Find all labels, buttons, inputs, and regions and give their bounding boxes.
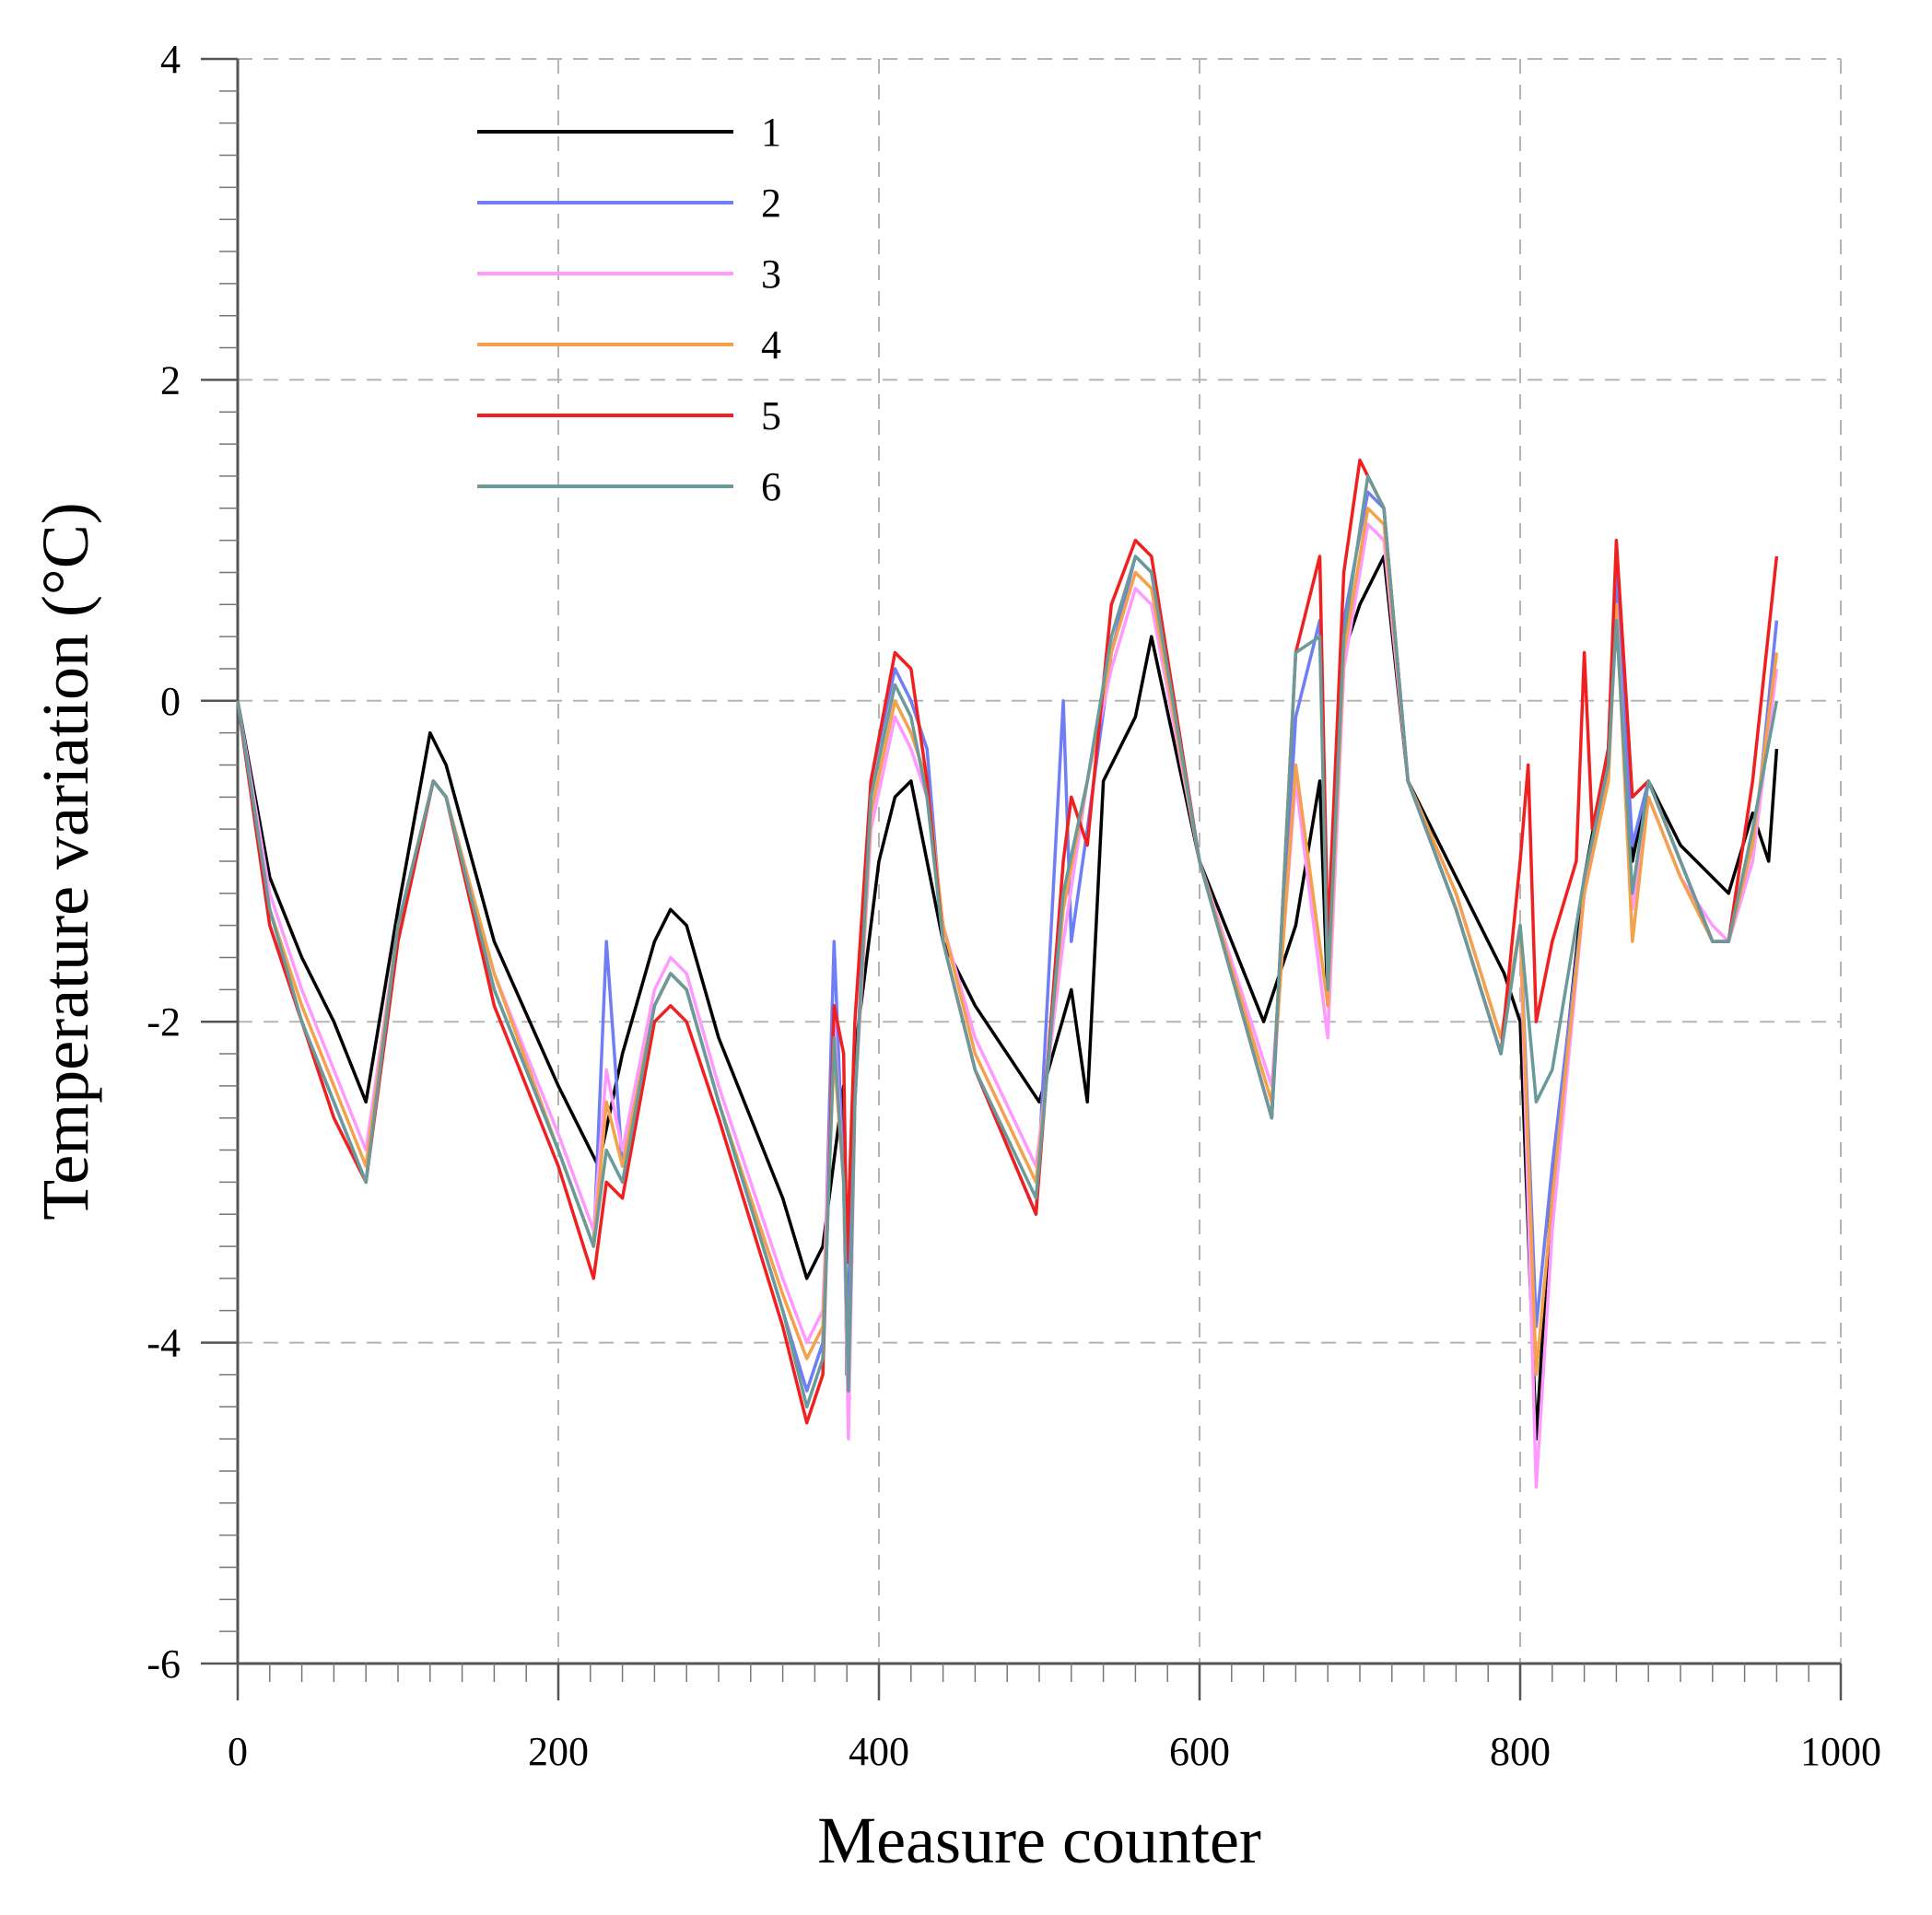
y-tick-label: 2: [160, 357, 181, 403]
y-axis-title: Temperature variation (°C): [29, 502, 102, 1220]
axes: -6 -4 -2 0 2 4 0 200 400 600 800 1000: [146, 37, 1881, 1774]
legend-label-6: 6: [761, 464, 781, 509]
series-line-6: [236, 474, 1779, 1409]
x-tick-label: 0: [228, 1729, 248, 1774]
legend-label-5: 5: [761, 393, 781, 438]
legend: 1 2 3 4 5 6: [477, 110, 781, 509]
y-tick-label: -4: [146, 1321, 181, 1366]
x-tick-label: 800: [1490, 1729, 1551, 1774]
y-tick-label: -2: [146, 999, 181, 1045]
x-tick-label: 400: [849, 1729, 909, 1774]
series-line-1: [236, 555, 1779, 1441]
y-tick-label: 0: [160, 679, 181, 724]
legend-label-4: 4: [761, 322, 781, 368]
y-tick-label: 4: [160, 37, 181, 82]
series-lines: [236, 458, 1779, 1489]
x-tick-label: 200: [528, 1729, 589, 1774]
x-tick-label: 600: [1169, 1729, 1230, 1774]
series-line-5: [236, 458, 1779, 1425]
x-axis-title: Measure counter: [817, 1804, 1261, 1877]
legend-label-3: 3: [761, 251, 781, 297]
legend-label-2: 2: [761, 181, 781, 226]
legend-label-1: 1: [761, 110, 781, 155]
series-line-3: [236, 522, 1779, 1489]
x-tick-label: 1000: [1800, 1729, 1881, 1774]
y-tick-label: -6: [146, 1641, 181, 1687]
series-line-4: [236, 507, 1779, 1393]
grid: [238, 58, 1842, 1664]
